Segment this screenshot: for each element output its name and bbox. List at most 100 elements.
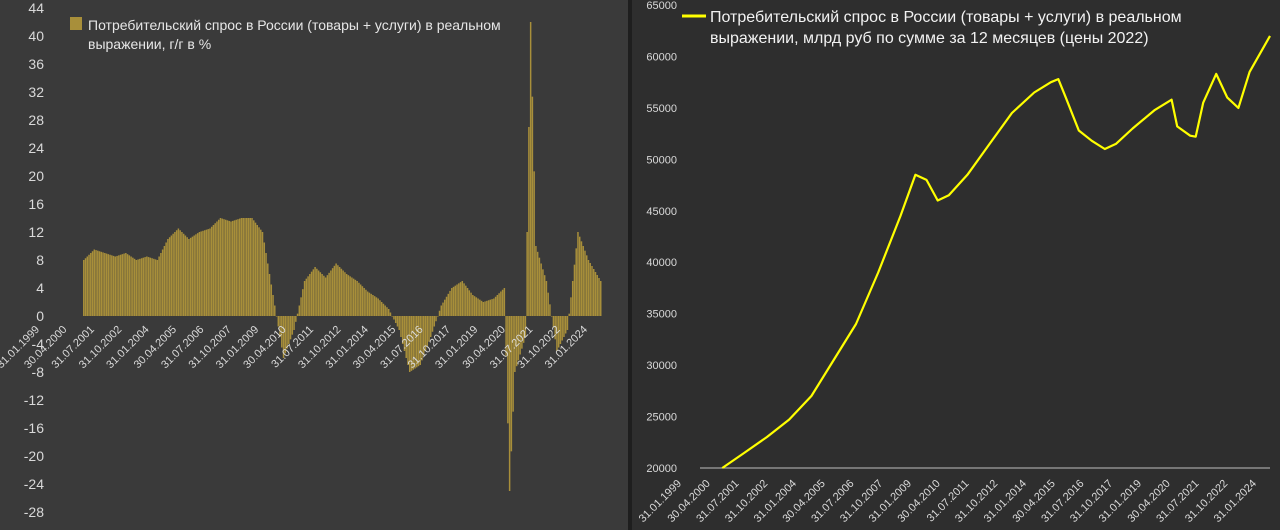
bar xyxy=(231,220,234,316)
bar xyxy=(592,269,595,316)
bar xyxy=(426,316,428,347)
bar xyxy=(405,316,407,358)
y-tick-label: 40 xyxy=(28,28,44,44)
bar xyxy=(275,316,278,317)
bar xyxy=(594,272,597,316)
bar xyxy=(326,275,329,316)
yoy-bar-chart-panel: 44 40 36 32 28 24 20 16 12 8 4 0 -4 -8 -12 -16 -20 -24 -28… xyxy=(0,0,628,530)
bar xyxy=(253,220,255,316)
bar xyxy=(219,218,222,316)
bar xyxy=(585,255,588,316)
bar xyxy=(538,257,541,316)
bar xyxy=(386,307,388,316)
bar xyxy=(195,234,197,316)
bar xyxy=(519,316,521,355)
bar xyxy=(561,316,563,341)
bar xyxy=(451,288,453,316)
bar xyxy=(600,281,602,316)
y-tick-label: -24 xyxy=(24,476,44,492)
bar xyxy=(265,253,267,316)
bar xyxy=(310,271,313,316)
bar xyxy=(454,285,457,316)
bar xyxy=(314,267,316,316)
bar xyxy=(186,237,188,316)
bar xyxy=(323,275,325,316)
bar xyxy=(126,254,129,316)
y-tick-label: 55000 xyxy=(646,103,677,115)
bar xyxy=(475,297,478,316)
legend-label: выражении, г/г в % xyxy=(88,36,211,52)
bar xyxy=(105,253,108,316)
bar xyxy=(582,246,584,316)
bar xyxy=(456,284,458,316)
bar xyxy=(223,219,225,316)
bar xyxy=(331,268,334,316)
bar xyxy=(465,285,467,316)
bar xyxy=(88,254,90,316)
bar xyxy=(140,258,143,316)
bar xyxy=(438,310,441,316)
bar xyxy=(291,316,294,335)
bar xyxy=(442,302,444,316)
bar xyxy=(95,250,97,316)
bar xyxy=(302,289,304,316)
bar xyxy=(109,254,111,316)
bar xyxy=(168,237,171,316)
bar xyxy=(545,281,548,316)
bar xyxy=(300,297,302,316)
bar xyxy=(552,316,555,328)
bar xyxy=(491,299,493,316)
bar xyxy=(137,259,139,316)
bar xyxy=(316,268,318,316)
bar xyxy=(289,316,292,340)
bar xyxy=(384,305,386,316)
bar xyxy=(463,283,465,316)
bar xyxy=(421,316,423,361)
y-tick-label: 20000 xyxy=(646,463,677,475)
level-line-chart: 65000 60000 55000 50000 45000 40000 35000 30000… xyxy=(637,0,1271,525)
bar xyxy=(349,276,351,316)
bar xyxy=(587,260,590,316)
bar xyxy=(423,316,425,356)
bar xyxy=(359,284,362,316)
bar xyxy=(230,221,232,316)
bar xyxy=(559,316,562,344)
bar xyxy=(193,235,195,316)
bar xyxy=(550,316,553,317)
bar xyxy=(123,253,125,316)
bar xyxy=(472,295,474,316)
bar xyxy=(543,275,546,316)
bar xyxy=(508,316,511,491)
y-tick-label: 50000 xyxy=(646,154,677,166)
bar xyxy=(480,300,483,316)
bar xyxy=(188,239,190,316)
bar xyxy=(132,257,134,316)
bar xyxy=(179,230,181,316)
bar xyxy=(184,235,187,316)
bar xyxy=(293,316,295,330)
bar xyxy=(524,316,527,337)
bar xyxy=(408,316,411,372)
bar xyxy=(449,290,451,316)
bar xyxy=(358,282,360,316)
bar xyxy=(372,295,374,316)
bar xyxy=(114,256,117,316)
bar xyxy=(394,316,397,323)
y-tick-label: -12 xyxy=(24,392,44,408)
bar xyxy=(268,274,271,316)
bar xyxy=(149,257,152,316)
bar xyxy=(170,235,173,316)
bar xyxy=(568,313,570,316)
bar xyxy=(217,219,220,316)
bar xyxy=(356,281,358,316)
bar xyxy=(503,288,506,316)
bar xyxy=(484,301,486,316)
bar xyxy=(578,236,581,316)
bar xyxy=(415,316,418,368)
bar xyxy=(477,298,479,316)
bar xyxy=(91,251,94,316)
bar xyxy=(161,249,164,316)
bar xyxy=(447,293,450,316)
bar xyxy=(317,270,320,316)
bar xyxy=(510,316,513,452)
